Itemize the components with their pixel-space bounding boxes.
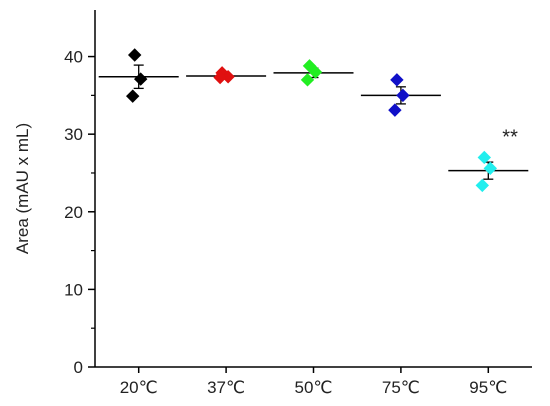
y-tick-label: 20 [64,203,83,222]
data-point [133,72,148,86]
data-point [388,103,402,117]
data-marks [98,48,529,193]
data-point [308,65,323,79]
data-point [221,70,235,84]
y-tick-label: 30 [64,125,83,144]
data-point [483,161,498,176]
group-0 [98,48,179,103]
y-tick-label: 10 [64,280,83,299]
x-tick-label: 50℃ [294,378,332,397]
x-tick-label: 75℃ [382,378,420,397]
x-tick-label: 37℃ [207,378,245,397]
x-tick-label: 95℃ [469,378,507,397]
y-tick-label: 0 [74,358,83,377]
data-point [127,48,142,62]
significance-label: ** [502,127,518,149]
group-2 [273,59,354,87]
data-point [396,88,410,103]
group-4 [448,150,529,193]
y-axis-label: Area (mAU x mL) [13,123,32,254]
x-axis-ticks: 20℃ 37℃ 50℃ 75℃ 95℃ [120,367,507,397]
y-tick-label: 40 [64,48,83,67]
data-point [125,89,140,103]
data-point [477,150,492,165]
x-tick-label: 20℃ [120,378,158,397]
data-point [475,178,490,193]
group-3 [360,73,441,117]
data-point [300,73,315,87]
group-1 [186,66,267,85]
annotations: ** [502,127,518,149]
data-point [390,73,404,87]
data-point [213,70,227,85]
y-axis-ticks: 0 10 20 30 40 [64,48,95,377]
